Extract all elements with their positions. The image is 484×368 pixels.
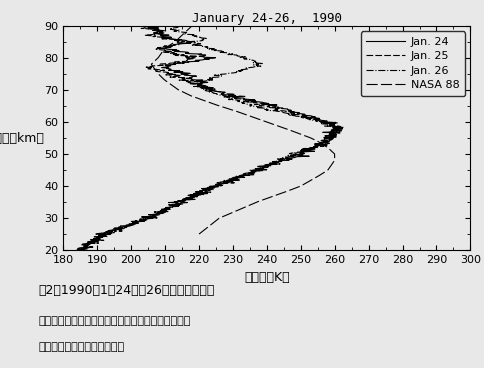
NASA 88 bbox=[189, 24, 195, 28]
Jan. 25 bbox=[148, 64, 153, 68]
Y-axis label: 高　度（km）: 高 度（km） bbox=[0, 131, 45, 145]
NASA 88 bbox=[323, 169, 329, 173]
Jan. 25 bbox=[322, 140, 328, 145]
Line: Jan. 26: Jan. 26 bbox=[77, 26, 342, 250]
Jan. 24 bbox=[339, 127, 345, 131]
Jan. 26 bbox=[322, 140, 328, 145]
Jan. 25 bbox=[78, 248, 84, 252]
Text: 図2　1990年1月24日～26日の気温の変動: 図2 1990年1月24日～26日の気温の変動 bbox=[39, 284, 215, 297]
NASA 88 bbox=[178, 34, 183, 38]
X-axis label: 気　温（K）: 気 温（K） bbox=[243, 270, 289, 284]
Jan. 25 bbox=[333, 127, 338, 131]
NASA 88 bbox=[310, 177, 316, 181]
Jan. 24 bbox=[154, 29, 160, 33]
Jan. 26 bbox=[171, 29, 177, 33]
Line: Jan. 25: Jan. 25 bbox=[77, 26, 344, 250]
Jan. 26 bbox=[298, 114, 303, 119]
Text: 測された気温邉直分布の変動: 測された気温邉直分布の変動 bbox=[39, 342, 125, 351]
Jan. 24 bbox=[150, 24, 156, 28]
Jan. 26 bbox=[257, 64, 263, 68]
NASA 88 bbox=[196, 232, 201, 236]
Jan. 24 bbox=[308, 114, 314, 119]
Jan. 24 bbox=[317, 140, 323, 145]
Jan. 24 bbox=[319, 141, 325, 146]
Title: January 24-26,  1990: January 24-26, 1990 bbox=[191, 12, 341, 25]
Jan. 26 bbox=[177, 24, 182, 28]
Line: NASA 88: NASA 88 bbox=[151, 26, 334, 234]
Legend: Jan. 24, Jan. 25, Jan. 26, NASA 88: Jan. 24, Jan. 25, Jan. 26, NASA 88 bbox=[360, 31, 464, 96]
Jan. 24 bbox=[78, 248, 84, 252]
Jan. 26 bbox=[339, 127, 345, 131]
Jan. 26 bbox=[75, 248, 81, 252]
NASA 88 bbox=[271, 194, 277, 198]
Jan. 25 bbox=[324, 141, 330, 146]
Jan. 24 bbox=[166, 64, 172, 68]
Jan. 25 bbox=[300, 114, 305, 119]
NASA 88 bbox=[179, 89, 184, 93]
Line: Jan. 24: Jan. 24 bbox=[80, 26, 342, 250]
Jan. 26 bbox=[318, 141, 323, 146]
Jan. 25 bbox=[160, 29, 166, 33]
Jan. 25 bbox=[154, 24, 160, 28]
NASA 88 bbox=[221, 105, 227, 110]
Text: 国立環境研究所オゾンレーザーレーダーによって観: 国立環境研究所オゾンレーザーレーダーによって観 bbox=[39, 316, 191, 326]
